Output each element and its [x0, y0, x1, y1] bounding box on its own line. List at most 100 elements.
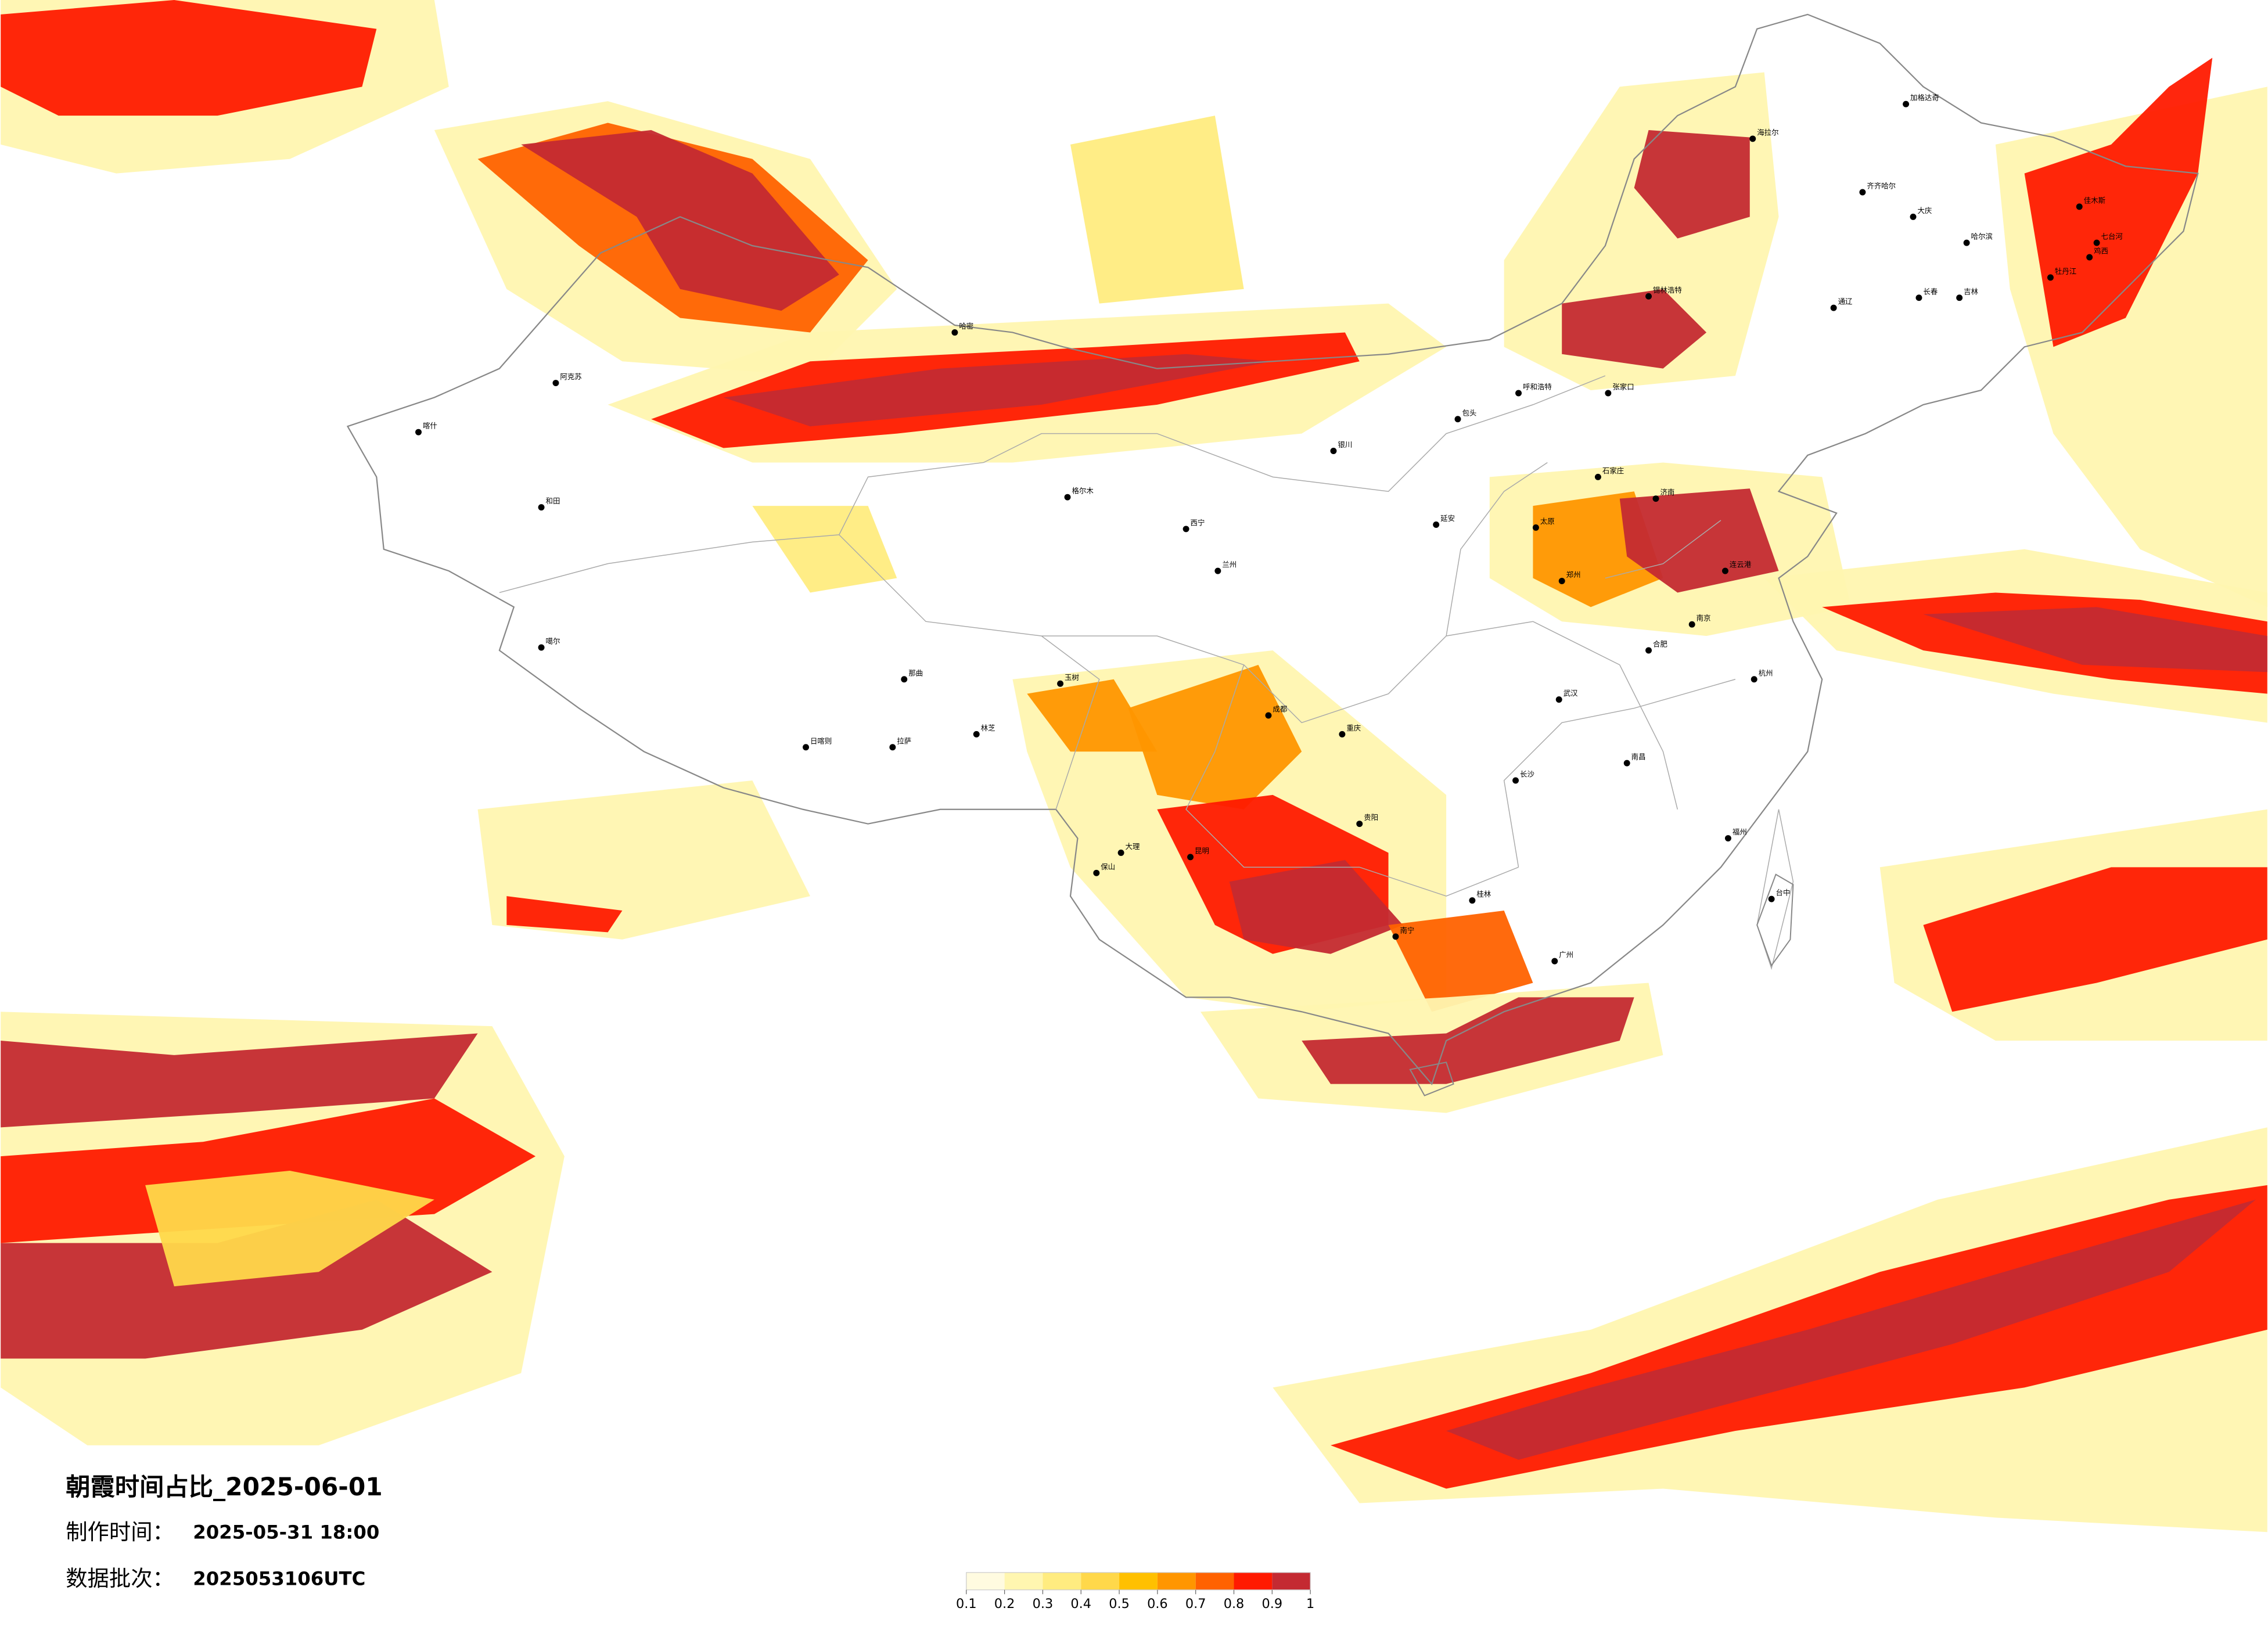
city-label: 那曲 [908, 668, 923, 677]
cloud-field [1, 1033, 478, 1128]
cloud-field [477, 780, 810, 940]
cloud-field [752, 506, 897, 593]
hainan [1409, 1062, 1454, 1096]
city-dot [1903, 100, 1910, 107]
city-dot [1093, 869, 1100, 876]
city-label: 拉萨 [897, 736, 911, 745]
city-dot [538, 504, 545, 511]
city-label: 成都 [1273, 705, 1287, 714]
city-label: 锡林浩特 [1653, 286, 1682, 294]
cloud-field [1229, 859, 1403, 954]
city-dot [1915, 294, 1922, 301]
city-label: 阿克苏 [560, 372, 581, 381]
colorbar-label: 0.5 [1109, 1596, 1130, 1611]
cloud-field [1070, 116, 1244, 304]
city-label: 佳木斯 [2084, 196, 2105, 204]
city-label: 七台河 [2101, 232, 2123, 241]
city-dot [1594, 473, 1601, 480]
city-label: 牡丹江 [2055, 267, 2076, 275]
city-dot [889, 744, 896, 751]
city-dot [1392, 933, 1399, 940]
cloud-field [1923, 867, 2267, 1012]
city-label: 玉树 [1065, 673, 1079, 682]
city-dot [1057, 680, 1064, 687]
city-dot [1645, 647, 1652, 654]
cloud-field [1446, 1199, 2256, 1460]
city-dot [1768, 895, 1775, 902]
cloud-field [1923, 607, 2267, 672]
province-borders [499, 375, 1794, 970]
city-label: 通辽 [1838, 297, 1853, 306]
city-dot [1265, 712, 1272, 719]
city-dot [1117, 849, 1124, 856]
city-label: 南宁 [1400, 926, 1414, 934]
city-label: 长沙 [1520, 770, 1534, 779]
cloud-field [1634, 130, 1750, 239]
country-outline [346, 13, 2199, 1085]
city-label: 日喀则 [810, 736, 832, 745]
city-dot [415, 429, 422, 436]
city-label: 吉林 [1964, 287, 1978, 296]
city-label: 大理 [1126, 842, 1140, 851]
city-dot [1645, 293, 1652, 300]
city-label: 噶尔 [546, 637, 560, 646]
colorbar-swatch [1119, 1572, 1158, 1590]
colorbar: 0.1 0.2 0.3 0.4 0.5 0.6 0.7 0.8 0.9 1 [956, 1572, 1314, 1611]
city-dot [1956, 294, 1963, 301]
city-dot [973, 731, 980, 738]
city-dot [951, 329, 958, 336]
city-dot [2076, 203, 2083, 210]
city-label: 昆明 [1195, 846, 1209, 855]
colorbar-label: 0.7 [1185, 1596, 1206, 1611]
city-dot [538, 644, 545, 651]
city-label: 福州 [1733, 828, 1747, 836]
colorbar-swatch [1043, 1572, 1081, 1590]
title: 朝霞时间占比_2025-06-01 [66, 1473, 382, 1501]
city-label: 银川 [1338, 440, 1352, 449]
city-label: 包头 [1462, 408, 1476, 417]
cloud-field [1128, 664, 1302, 810]
cloud-fields [1, 0, 2267, 1533]
city-dot [1356, 821, 1363, 828]
cloud-field [506, 896, 623, 933]
cloud-field [1619, 488, 1779, 593]
city-label: 桂林 [1476, 890, 1491, 898]
city-dot [1688, 621, 1695, 628]
colorbar-label: 0.8 [1224, 1596, 1245, 1611]
city-label: 兰州 [1222, 560, 1237, 569]
city-label: 加格达奇 [1910, 93, 1939, 102]
city-dot [1469, 897, 1476, 904]
city-dot [2086, 254, 2093, 261]
city-label: 齐齐哈尔 [1867, 182, 1896, 190]
city-label: 海拉尔 [1757, 128, 1778, 136]
city-label: 喀什 [423, 422, 437, 430]
city-label: 武汉 [1563, 689, 1578, 697]
cloud-field [1562, 289, 1707, 369]
city-label: 和田 [546, 497, 560, 505]
make-time-label: 制作时间： [66, 1519, 174, 1545]
city-dot [1515, 390, 1522, 397]
city-dot [1830, 304, 1837, 311]
city-dot [1339, 731, 1346, 738]
city-dot [1512, 777, 1519, 784]
city-label: 合肥 [1653, 640, 1667, 649]
city-dot [1859, 189, 1866, 196]
cloud-field [723, 354, 1273, 427]
city-dot [1721, 567, 1728, 574]
city-label: 连云港 [1730, 560, 1752, 569]
city-label: 西宁 [1191, 518, 1205, 527]
cloud-field [521, 130, 839, 311]
city-dot [1963, 239, 1970, 246]
taiwan [1756, 873, 1794, 967]
colorbar-label: 0.3 [1033, 1596, 1054, 1611]
city-label: 南京 [1696, 614, 1711, 623]
colorbar-swatch [1234, 1572, 1273, 1590]
city-dot [1064, 494, 1071, 501]
city-label: 台中 [1776, 888, 1791, 897]
cloud-field [1027, 679, 1158, 752]
city-label: 广州 [1559, 951, 1573, 959]
city-dot [1751, 676, 1757, 683]
